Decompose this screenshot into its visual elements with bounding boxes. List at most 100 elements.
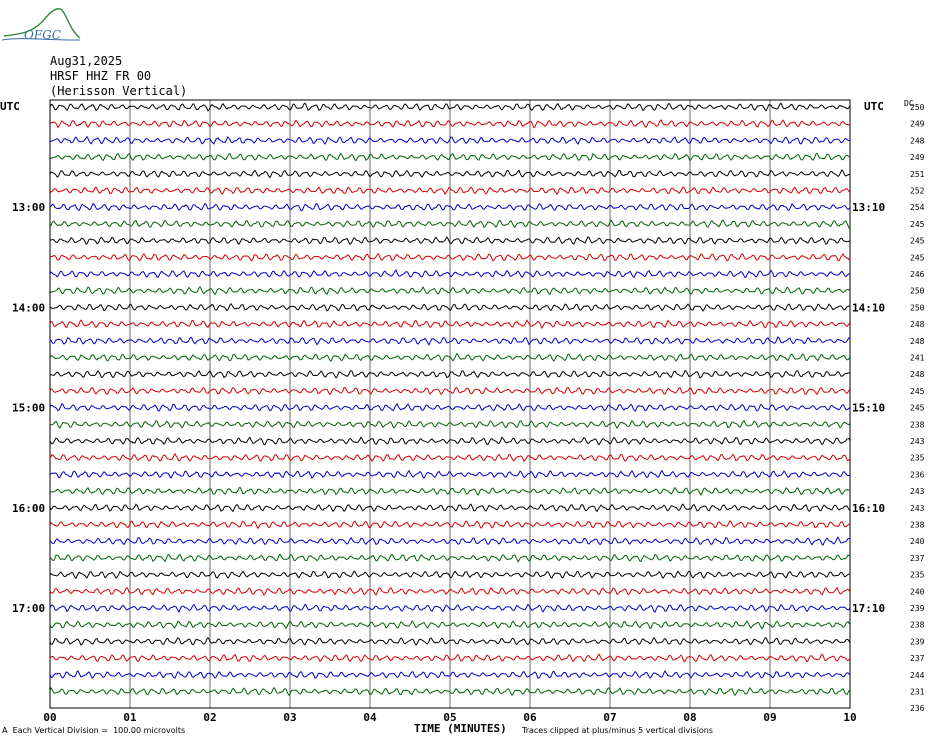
trace-line bbox=[49, 152, 851, 162]
dc-offset-value: 248 bbox=[910, 320, 925, 329]
dc-offset-value: 249 bbox=[910, 153, 925, 162]
dc-offset-value: 238 bbox=[910, 420, 925, 429]
trace-line bbox=[49, 386, 851, 396]
trace-line bbox=[49, 520, 851, 530]
trace-line bbox=[49, 503, 851, 513]
left-time-label: 17:00 bbox=[12, 602, 45, 615]
trace-line bbox=[49, 686, 851, 697]
dc-offset-value: 235 bbox=[910, 571, 925, 580]
dc-offset-value: 248 bbox=[910, 136, 925, 145]
left-time-label: 16:00 bbox=[12, 502, 45, 515]
trace-line bbox=[49, 620, 851, 630]
trace-line bbox=[49, 669, 851, 679]
right-time-label: 17:10 bbox=[852, 602, 885, 615]
x-tick-label: 00 bbox=[43, 711, 56, 724]
dc-offset-value: 241 bbox=[910, 354, 925, 363]
dc-offset-value: 244 bbox=[910, 671, 925, 680]
right-time-label: 13:10 bbox=[852, 201, 885, 214]
trace-line bbox=[49, 186, 851, 196]
x-tick-label: 09 bbox=[763, 711, 776, 724]
dc-offset-value: 243 bbox=[910, 487, 925, 496]
dc-offset-value: 238 bbox=[910, 621, 925, 630]
x-tick-label: 05 bbox=[443, 711, 456, 724]
trace-line bbox=[49, 469, 851, 480]
dc-offset-value: 254 bbox=[910, 203, 925, 212]
x-axis-title: TIME (MINUTES) bbox=[414, 722, 507, 735]
dc-offset-value: 252 bbox=[910, 187, 925, 196]
trace-line bbox=[49, 536, 851, 546]
trace-line bbox=[49, 286, 851, 296]
plot-date: Aug31,2025 bbox=[50, 54, 123, 68]
trace-line bbox=[49, 653, 851, 663]
dc-offset-value: 248 bbox=[910, 337, 925, 346]
trace-line bbox=[49, 553, 851, 563]
dc-offset-value: 231 bbox=[910, 688, 925, 697]
trace-line bbox=[49, 252, 851, 262]
dc-offset-value: 240 bbox=[910, 537, 925, 546]
left-time-label: 14:00 bbox=[12, 301, 45, 314]
axis-labels: 00 01 02 03 04 05 06 07 08 09 10 UTC UTC DC 13:00 14:00… bbox=[0, 99, 925, 724]
dc-offset-value: 245 bbox=[910, 220, 925, 229]
dc-offset-value: 237 bbox=[910, 554, 925, 563]
trace-line bbox=[49, 303, 851, 312]
right-utc-label: UTC bbox=[864, 100, 884, 113]
trace-line bbox=[49, 369, 851, 379]
trace-line bbox=[49, 169, 851, 179]
dc-offset-value: 245 bbox=[910, 404, 925, 413]
scale-note: A Each Vertical Division = 100.00 microv… bbox=[2, 726, 185, 735]
dc-offset-value: 250 bbox=[910, 287, 925, 296]
trace-line bbox=[49, 402, 851, 412]
dc-offset-value: 250 bbox=[910, 303, 925, 312]
dc-offset-value: 236 bbox=[910, 704, 925, 713]
x-tick-label: 08 bbox=[683, 711, 696, 724]
dc-offset-value: 249 bbox=[910, 120, 925, 129]
x-tick-label: 04 bbox=[363, 711, 377, 724]
trace-line bbox=[49, 118, 851, 129]
x-tick-label: 03 bbox=[283, 711, 296, 724]
dc-offset-value: 237 bbox=[910, 654, 925, 663]
trace-line bbox=[49, 219, 851, 229]
dc-offset-value: 245 bbox=[910, 387, 925, 396]
trace-line bbox=[49, 603, 851, 613]
x-tick-label: 07 bbox=[603, 711, 616, 724]
right-time-label: 16:10 bbox=[852, 502, 885, 515]
x-tick-label: 10 bbox=[843, 711, 856, 724]
trace-line bbox=[49, 102, 851, 112]
station-name: (Herisson Vertical) bbox=[50, 84, 188, 98]
dc-offset-value: 246 bbox=[910, 270, 925, 279]
dc-offset-value: 243 bbox=[910, 504, 925, 513]
dc-offset-value: 248 bbox=[910, 370, 925, 379]
ofgc-logo bbox=[1, 4, 82, 48]
clip-note: Traces clipped at plus/minus 5 vertical … bbox=[522, 726, 713, 735]
dc-offset-value: 250 bbox=[910, 103, 925, 112]
left-time-label: 15:00 bbox=[12, 402, 45, 415]
dc-offset-value: 240 bbox=[910, 587, 925, 596]
seismic-traces bbox=[49, 102, 851, 697]
trace-line bbox=[49, 419, 851, 430]
dc-offset-value: 238 bbox=[910, 521, 925, 530]
trace-line bbox=[49, 319, 851, 330]
trace-line bbox=[49, 486, 851, 496]
trace-line bbox=[49, 636, 851, 646]
dc-offset-value: 243 bbox=[910, 437, 925, 446]
trace-line bbox=[49, 336, 851, 346]
x-tick-label: 06 bbox=[523, 711, 537, 724]
dc-offset-value: 245 bbox=[910, 253, 925, 262]
trace-line bbox=[49, 269, 851, 279]
trace-line bbox=[49, 570, 851, 580]
trace-line bbox=[49, 352, 851, 362]
dc-offset-value: 235 bbox=[910, 454, 925, 463]
left-time-label: 13:00 bbox=[12, 201, 45, 214]
dc-label: DC bbox=[904, 99, 914, 108]
dc-offset-value: 236 bbox=[910, 470, 925, 479]
trace-line bbox=[49, 135, 851, 146]
x-tick-label: 01 bbox=[123, 711, 137, 724]
dc-offset-value: 239 bbox=[910, 637, 925, 646]
trace-line bbox=[49, 586, 851, 596]
station-code: HRSF HHZ FR 00 bbox=[50, 69, 152, 83]
trace-line bbox=[49, 236, 851, 245]
right-time-label: 14:10 bbox=[852, 301, 885, 314]
dc-offset-value: 251 bbox=[910, 170, 925, 179]
scale-note-text: Each Vertical Division = 100.00 microvol… bbox=[12, 726, 186, 735]
